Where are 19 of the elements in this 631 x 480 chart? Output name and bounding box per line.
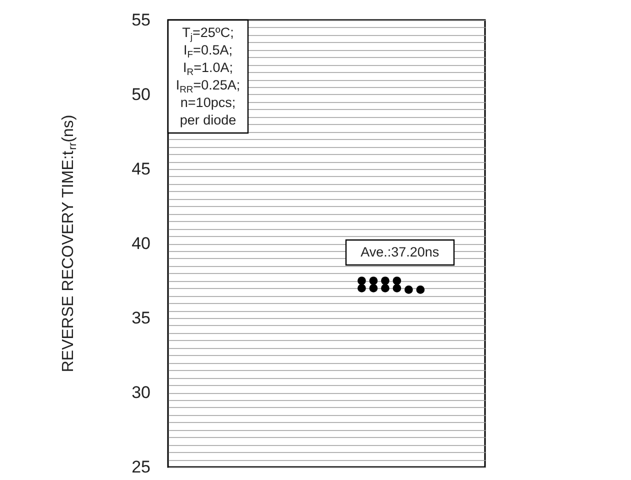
y-axis-title: REVERSE RECOVERY TIME:trr(ns) (60, 114, 79, 372)
y-tick-label: 40 (132, 234, 150, 253)
point (381, 284, 390, 292)
point (369, 276, 378, 285)
point (416, 286, 425, 294)
point (381, 276, 390, 285)
y-tick-label: 50 (132, 85, 150, 104)
point (392, 284, 402, 292)
point (358, 276, 366, 285)
point (392, 276, 402, 285)
annotation: Ave.:37.20ns (360, 244, 440, 260)
point (358, 284, 366, 292)
y-tick-label: 25 (132, 458, 150, 476)
y-tick-label: 35 (132, 308, 150, 328)
y-tick-label: 30 (132, 383, 150, 402)
point (369, 284, 378, 292)
y-tick-label: 55 (132, 10, 150, 30)
point (404, 286, 413, 294)
y-tick-label: 45 (132, 160, 150, 178)
